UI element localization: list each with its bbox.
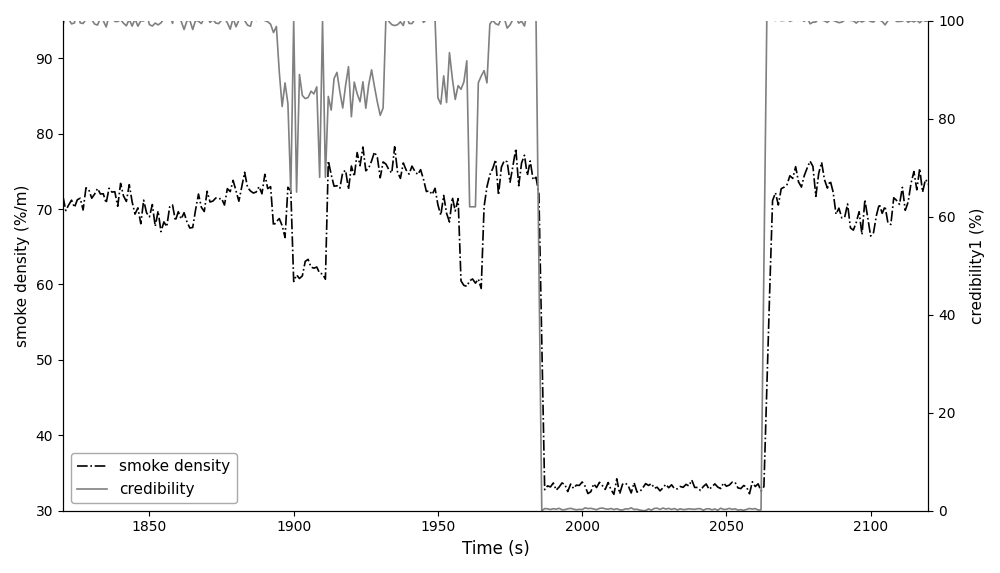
credibility xyxy=(340,82,352,89)
smoke density xyxy=(608,491,620,498)
Y-axis label: smoke density (%/m): smoke density (%/m) xyxy=(15,185,30,347)
Legend: smoke density, credibility: smoke density, credibility xyxy=(71,453,237,503)
Line: credibility: credibility xyxy=(63,9,931,511)
smoke density xyxy=(389,143,401,150)
smoke density xyxy=(859,197,871,203)
smoke density xyxy=(767,197,779,204)
credibility xyxy=(767,17,779,23)
smoke density xyxy=(57,193,69,200)
smoke density xyxy=(666,481,678,488)
credibility xyxy=(859,17,871,24)
Line: smoke density: smoke density xyxy=(63,147,931,494)
Y-axis label: credibility1 (%): credibility1 (%) xyxy=(970,207,985,324)
credibility xyxy=(888,15,900,22)
credibility xyxy=(925,16,937,23)
credibility xyxy=(71,6,83,13)
smoke density xyxy=(888,194,900,201)
X-axis label: Time (s): Time (s) xyxy=(462,540,530,558)
smoke density xyxy=(925,194,937,201)
credibility xyxy=(536,507,548,514)
credibility xyxy=(666,506,678,513)
smoke density xyxy=(882,219,894,226)
credibility xyxy=(57,22,69,29)
smoke density xyxy=(337,169,349,176)
credibility xyxy=(882,17,894,24)
